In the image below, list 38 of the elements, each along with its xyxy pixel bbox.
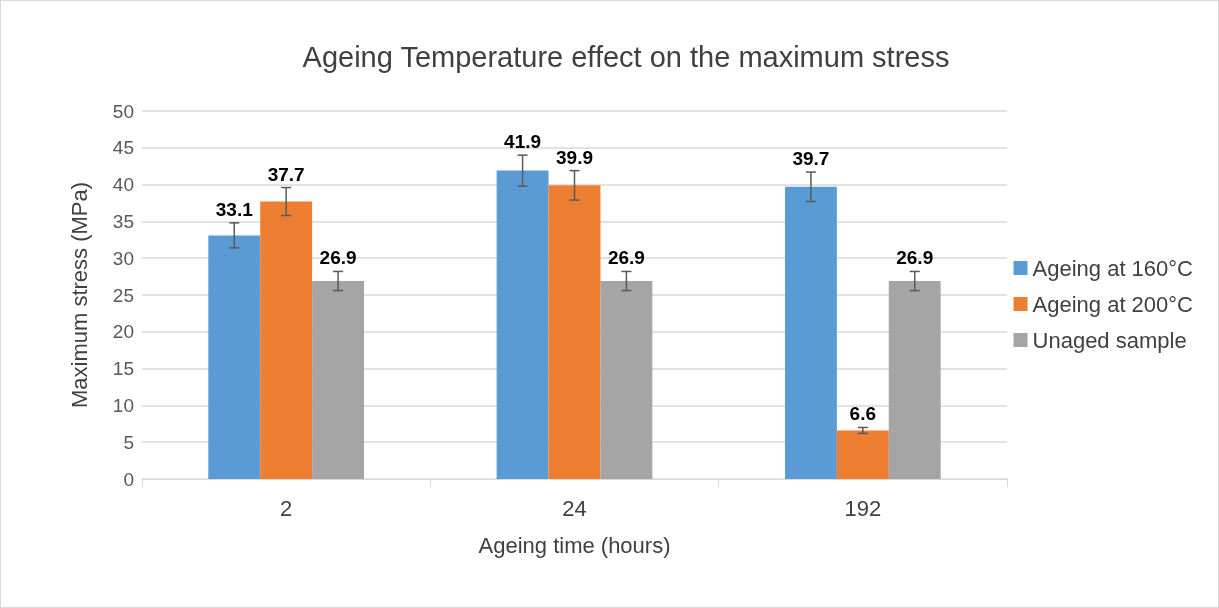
bar: [312, 281, 365, 479]
y-tick-label: 10: [112, 394, 134, 416]
bar: [260, 201, 313, 479]
y-tick-label: 0: [123, 468, 134, 490]
x-tick-label: 2: [280, 495, 293, 521]
bar: [548, 185, 601, 479]
x-axis-title: Ageing time (hours): [478, 532, 671, 558]
data-label: 39.9: [556, 146, 593, 168]
bar: [888, 281, 941, 479]
data-label: 6.6: [849, 403, 877, 425]
y-tick-label: 15: [112, 358, 134, 380]
data-label: 41.9: [504, 131, 542, 153]
data-label: 26.9: [607, 247, 645, 269]
bar: [784, 186, 837, 479]
bar: [600, 281, 653, 479]
y-axis-title: Maximum stress (MPa): [66, 181, 92, 409]
x-tick-label: 192: [844, 495, 882, 521]
bar: [836, 430, 889, 479]
bar: [496, 170, 549, 479]
y-tick-label: 35: [112, 210, 134, 232]
y-tick-label: 20: [112, 321, 134, 343]
y-tick-label: 50: [112, 100, 134, 122]
data-label: 26.9: [319, 247, 357, 269]
y-tick-label: 40: [112, 174, 134, 196]
y-tick-label: 5: [123, 431, 134, 453]
data-label: 33.1: [215, 198, 254, 220]
y-tick-label: 25: [112, 284, 134, 306]
y-tick-label: 30: [112, 247, 134, 269]
data-label: 39.7: [792, 148, 830, 170]
legend-label: Ageing at 160°C: [1032, 255, 1194, 281]
chart-title: Ageing Temperature effect on the maximum stress: [302, 40, 950, 73]
legend-label: Unaged sample: [1032, 327, 1187, 353]
data-label: 26.9: [896, 247, 934, 269]
x-tick-label: 24: [562, 495, 587, 521]
data-label: 37.7: [267, 163, 305, 185]
legend-label: Ageing at 200°C: [1032, 291, 1194, 317]
bar: [208, 235, 261, 479]
y-tick-label: 45: [112, 137, 134, 159]
